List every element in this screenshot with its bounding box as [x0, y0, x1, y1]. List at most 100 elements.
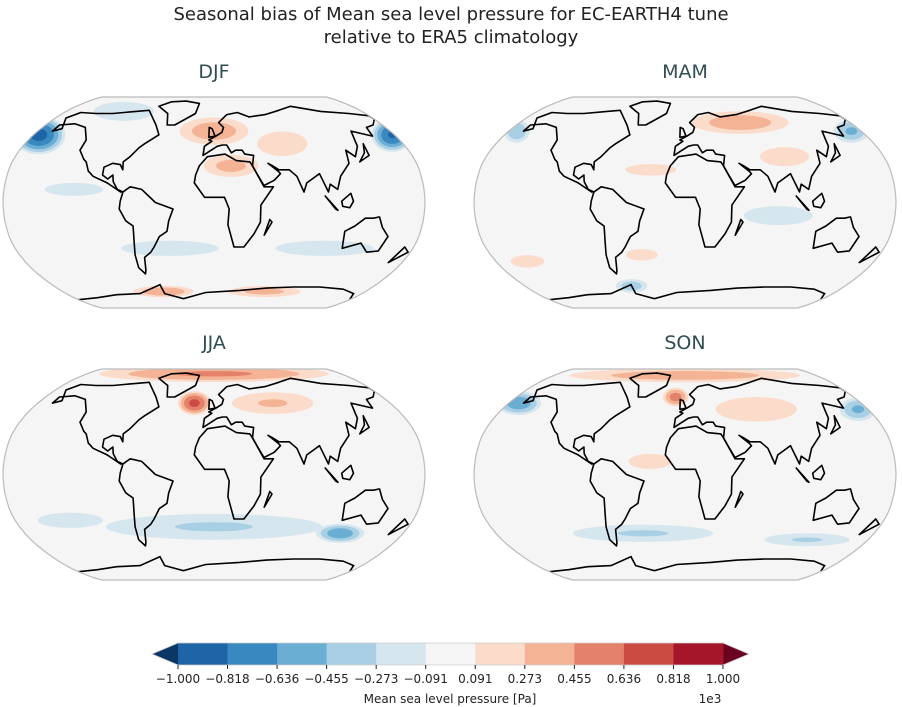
coastline-australia: [812, 216, 860, 253]
coastline-antarctica: [549, 283, 826, 301]
colorbar-band: [425, 643, 476, 665]
coastline-britain: [679, 398, 687, 411]
bias-contour: [669, 392, 682, 402]
coastline-south-america: [118, 458, 174, 547]
coastline-new-zealand: [387, 246, 409, 264]
coastline-antarctica: [549, 555, 826, 573]
colorbar-tick-label: −0.818: [205, 672, 249, 686]
coastline-eurasia: [673, 377, 847, 465]
bias-contour: [743, 206, 813, 226]
panel-title-djf: DJF: [198, 61, 229, 83]
coastline-greenland: [629, 100, 672, 126]
bias-contour: [120, 240, 219, 256]
bias-contour: [258, 399, 288, 407]
coastline-north-america: [522, 109, 631, 193]
map-panel-djf: [2, 96, 426, 309]
bias-contour: [189, 399, 200, 407]
bias-contour: [611, 371, 759, 380]
figure-title-line2: relative to ERA5 climatology: [324, 27, 579, 48]
coastline-eurasia: [202, 105, 376, 193]
map-border: [473, 368, 897, 581]
coastline-africa: [664, 425, 746, 520]
bias-contour: [851, 405, 865, 414]
coastline-new-zealand: [858, 518, 880, 536]
coastline-britain: [679, 126, 687, 139]
bias-contour: [625, 164, 677, 176]
bias-contour: [506, 396, 531, 410]
colorbar-tick-label: −0.273: [354, 672, 398, 686]
coastline-britain: [208, 126, 216, 139]
coastline-britain: [208, 398, 216, 411]
colorbar-tick-label: 0.455: [557, 672, 591, 686]
coastline-new-zealand: [387, 518, 409, 536]
coastline-eurasia: [202, 377, 376, 465]
coastline-antarctica: [78, 283, 355, 301]
coastline-north-america: [51, 381, 160, 465]
colorbar-multiplier: 1e3: [699, 692, 722, 706]
map-border: [2, 368, 426, 581]
bias-contour: [715, 397, 797, 422]
figure-title-line1: Seasonal bias of Mean sea level pressure…: [173, 4, 728, 25]
coastline-borneo: [811, 464, 826, 481]
bias-contour: [244, 288, 285, 295]
coastline-japan: [829, 142, 841, 163]
panel-title-jja: JJA: [201, 332, 226, 354]
coastline-sumatra: [795, 467, 810, 484]
coastline-africa: [193, 425, 275, 520]
coastline-north-america: [51, 109, 160, 193]
coastline-sumatra: [795, 195, 810, 212]
map-panel-son: [473, 368, 897, 581]
bias-contour: [44, 182, 104, 196]
map-border: [2, 96, 426, 309]
colorbar-tick-label: 0.636: [607, 672, 641, 686]
coastline-borneo: [811, 192, 826, 209]
map-panel-mam: [473, 96, 897, 309]
bias-contour: [791, 537, 823, 542]
coastline-south-america: [589, 186, 645, 275]
bias-contour: [93, 101, 154, 121]
bias-contour: [191, 122, 237, 140]
map-panel-jja: [2, 368, 426, 581]
coastline-north-america: [522, 381, 631, 465]
colorbar-tick-label: −0.455: [304, 672, 348, 686]
map-border: [473, 96, 897, 309]
bias-contour: [625, 249, 658, 261]
coastline-sumatra: [324, 195, 339, 212]
coastline-south-america: [118, 186, 174, 275]
colorbar-band: [277, 643, 328, 665]
panel-title-son: SON: [664, 332, 705, 354]
coastline-japan: [358, 414, 370, 435]
bias-contour: [175, 522, 253, 532]
map-background: [3, 369, 425, 580]
bias-contour: [628, 453, 672, 469]
colorbar-band: [524, 643, 575, 665]
coastline-greenland: [629, 372, 672, 398]
colorbar-tick-label: −0.091: [403, 672, 447, 686]
colorbar-tick-label: −0.636: [255, 672, 299, 686]
bias-contour: [257, 131, 308, 156]
map-background: [474, 97, 896, 308]
bias-contour: [845, 127, 858, 135]
coastline-borneo: [340, 464, 355, 481]
coastline-japan: [358, 142, 370, 163]
coastline-antarctica: [78, 555, 355, 573]
coastline-greenland: [158, 372, 201, 398]
bias-contour: [327, 528, 353, 539]
colorbar-band: [623, 643, 674, 665]
colorbar-band: [673, 643, 724, 665]
colorbar-tick-label: 1.000: [706, 672, 740, 686]
coastline-new-zealand: [858, 246, 880, 264]
coastline-borneo: [340, 192, 355, 209]
coastline-australia: [341, 488, 389, 525]
colorbar-band: [326, 643, 377, 665]
bias-contour: [37, 512, 103, 528]
colorbar-band: [227, 643, 278, 665]
colorbar-tick-label: 0.273: [508, 672, 542, 686]
panel-title-mam: MAM: [662, 61, 708, 83]
coastline-madagascar: [263, 490, 273, 508]
bias-contour: [216, 159, 246, 172]
colorbar-label: Mean sea level pressure [Pa]: [364, 692, 537, 706]
colorbar: −1.000 −0.818 −0.636 −0.455 −0.273 −0.091 0.09…: [150, 642, 751, 686]
coastline-australia: [812, 488, 860, 525]
colorbar-band: [178, 643, 228, 665]
